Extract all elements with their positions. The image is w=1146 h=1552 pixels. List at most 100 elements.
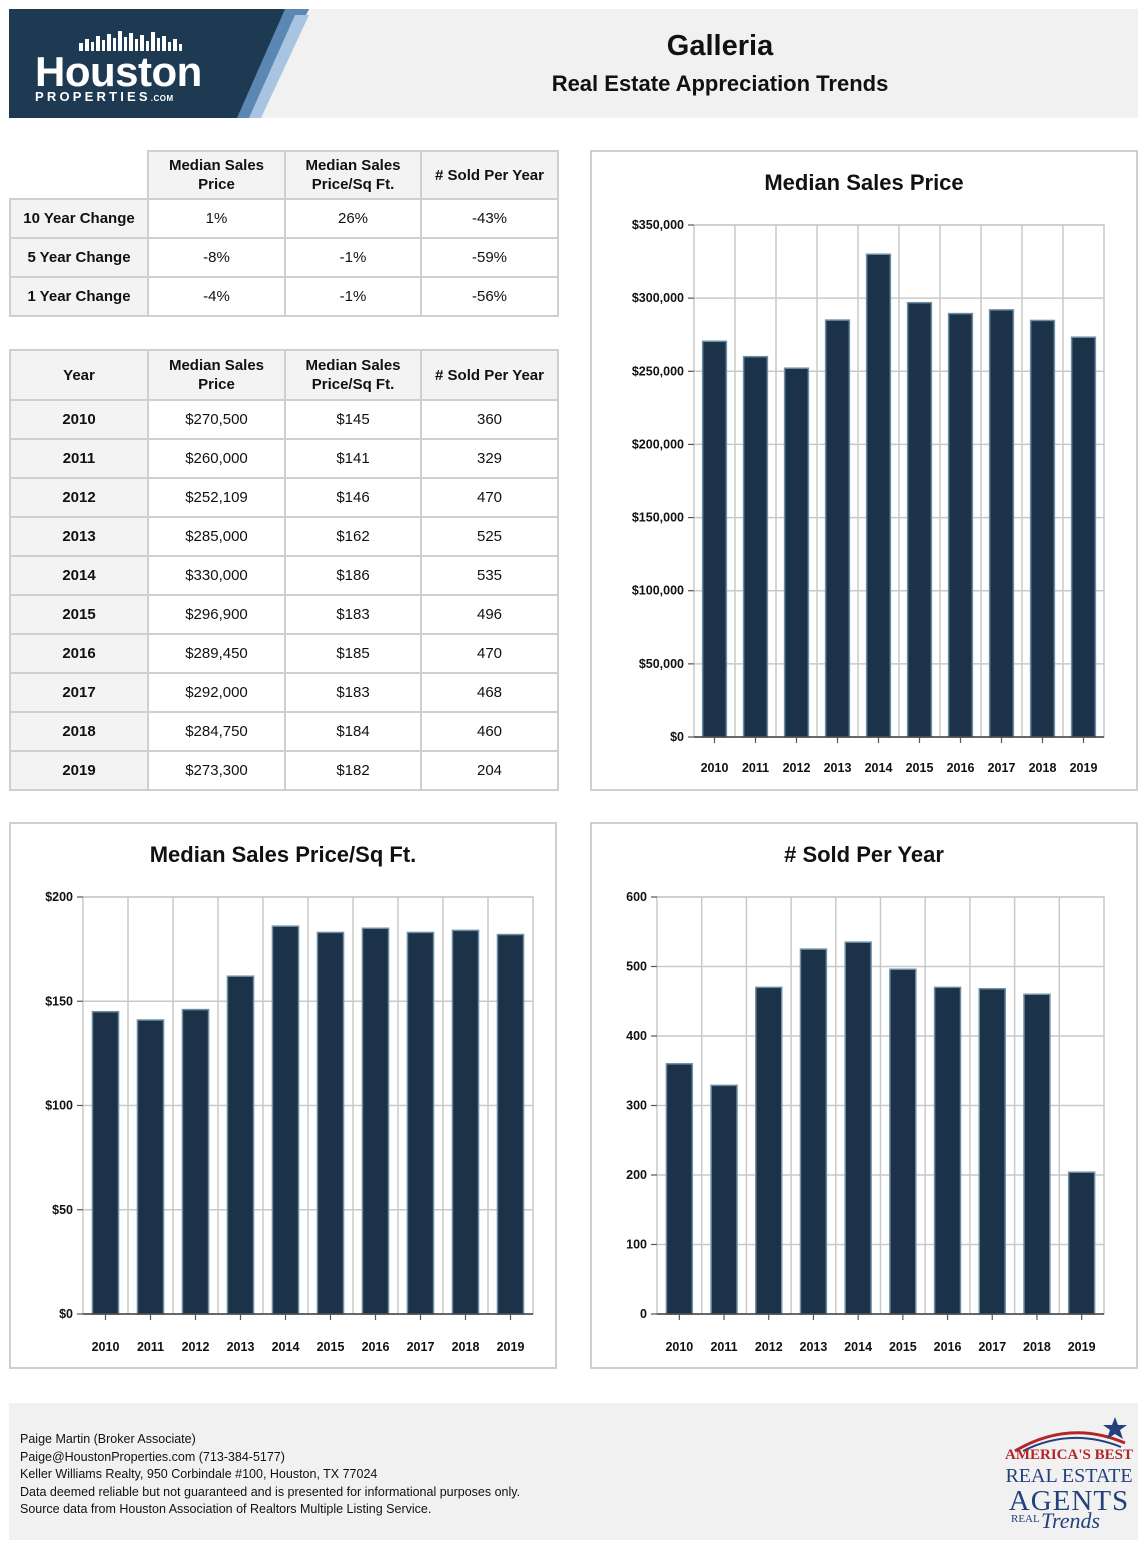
table-row: 2019 $273,300 $182 204 <box>9 750 559 791</box>
y-tick-label: $50 <box>52 1203 73 1217</box>
table-cell: -43% <box>420 198 559 239</box>
x-tick-label: 2019 <box>1070 761 1098 775</box>
table-row: 2017 $292,000 $183 468 <box>9 672 559 713</box>
y-tick-label: $100,000 <box>632 584 684 598</box>
badge-line: Trends <box>1041 1508 1101 1533</box>
bar <box>710 1084 738 1315</box>
x-tick-label: 2014 <box>272 1340 300 1354</box>
change-table-header-row: Median Sales Price Median Sales Price/Sq… <box>9 150 559 200</box>
row-label: 5 Year Change <box>9 237 149 278</box>
x-tick-label: 2018 <box>452 1340 480 1354</box>
row-label: 10 Year Change <box>9 198 149 239</box>
column-header: Median Sales Price/Sq Ft. <box>284 349 422 401</box>
bar <box>889 968 917 1315</box>
logo: Houston PROPERTIES.COM <box>9 9 309 118</box>
y-tick-label: $300,000 <box>632 291 684 305</box>
bar <box>1067 1171 1096 1315</box>
star-arc-icon <box>1014 1417 1127 1453</box>
bar <box>406 931 435 1315</box>
bar <box>451 929 480 1315</box>
x-tick-label: 2011 <box>137 1340 164 1354</box>
table-row: 5 Year Change -8% -1% -59% <box>9 237 559 278</box>
chart-panel-price-per-sqft: Median Sales Price/Sq Ft. $0 $50 $100 $150 $… <box>9 822 557 1369</box>
row-label: 1 Year Change <box>9 276 149 317</box>
skyline-icon <box>79 31 182 51</box>
bar <box>1029 319 1056 738</box>
table-row: 10 Year Change 1% 26% -43% <box>9 198 559 239</box>
footer-line: Source data from Houston Association of … <box>20 1502 432 1516</box>
table-row: 2018 $284,750 $184 460 <box>9 711 559 752</box>
table-row: 1 Year Change -4% -1% -56% <box>9 276 559 317</box>
table-cell: 535 <box>420 555 559 596</box>
table-cell: $185 <box>284 633 422 674</box>
x-tick-label: 2011 <box>742 761 769 775</box>
chart-title: # Sold Per Year <box>784 842 944 867</box>
bar <box>91 1010 120 1315</box>
column-header: # Sold Per Year <box>420 349 559 401</box>
x-tick-label: 2013 <box>227 1340 255 1354</box>
row-label: 2013 <box>9 516 149 557</box>
chart-title: Median Sales Price <box>764 170 964 195</box>
y-tick-label: 300 <box>626 1099 647 1113</box>
row-label: 2016 <box>9 633 149 674</box>
column-header: Median Sales Price <box>147 349 286 401</box>
table-cell: $145 <box>284 399 422 440</box>
x-tick-label: 2017 <box>988 761 1016 775</box>
row-label: 2018 <box>9 711 149 752</box>
x-tick-label: 2016 <box>934 1340 962 1354</box>
x-tick-label: 2012 <box>182 1340 210 1354</box>
chart-panel-sold-per-year: # Sold Per Year 0 100 200 300 400 500 600 2010 2… <box>590 822 1138 1369</box>
bar <box>799 948 828 1315</box>
y-tick-label: 100 <box>626 1238 647 1252</box>
table-cell: -1% <box>284 237 422 278</box>
y-tick-label: $50,000 <box>639 657 684 671</box>
table-cell: 26% <box>284 198 422 239</box>
logo-graphic <box>9 9 309 118</box>
y-tick-label: 0 <box>640 1307 647 1321</box>
bar <box>844 941 872 1315</box>
x-tick-label: 2017 <box>407 1340 435 1354</box>
sold-per-year-chart: 0 100 200 300 400 500 600 2010 2011 2012 2013 2014 2… <box>626 890 1105 1354</box>
change-table: Median Sales Price Median Sales Price/Sq… <box>9 150 559 317</box>
table-cell: $285,000 <box>147 516 286 557</box>
footer-line: Paige@HoustonProperties.com (713-384-517… <box>20 1449 285 1464</box>
table-cell: $292,000 <box>147 672 286 713</box>
page-title: Galleria <box>666 30 774 62</box>
x-tick-label: 2011 <box>710 1340 737 1354</box>
row-label: 2017 <box>9 672 149 713</box>
table-cell: $330,000 <box>147 555 286 596</box>
bar <box>701 340 728 738</box>
column-header: Year <box>9 349 149 401</box>
row-label: 2010 <box>9 399 149 440</box>
table-cell: -4% <box>147 276 286 317</box>
y-tick-label: $150 <box>45 994 73 1008</box>
y-tick-label: 500 <box>626 960 647 974</box>
x-tick-label: 2015 <box>317 1340 345 1354</box>
bar <box>947 312 974 738</box>
table-row: 2011 $260,000 $141 329 <box>9 438 559 479</box>
year-table-body: 2010 $270,500 $145 360 2011 $260,000 $141 329 20… <box>9 399 559 791</box>
x-tick-label: 2015 <box>889 1340 917 1354</box>
bar <box>136 1019 165 1315</box>
table-cell: $284,750 <box>147 711 286 752</box>
row-label: 2015 <box>9 594 149 635</box>
table-cell: $184 <box>284 711 422 752</box>
table-cell: -8% <box>147 237 286 278</box>
badge-line: REAL <box>1011 1513 1040 1525</box>
table-cell: -56% <box>420 276 559 317</box>
x-tick-label: 2018 <box>1023 1340 1051 1354</box>
x-tick-label: 2019 <box>1068 1340 1096 1354</box>
table-cell: $289,450 <box>147 633 286 674</box>
table-cell: 470 <box>420 633 559 674</box>
bar <box>978 987 1006 1315</box>
table-row: 2016 $289,450 $185 470 <box>9 633 559 674</box>
footer: Paige Martin (Broker Associate) Paige@Ho… <box>9 1403 1138 1540</box>
table-cell: $270,500 <box>147 399 286 440</box>
y-tick-label: $0 <box>59 1307 73 1321</box>
x-tick-label: 2013 <box>800 1340 828 1354</box>
column-header: Median Sales Price/Sq Ft. <box>284 150 422 200</box>
y-tick-label: $200 <box>45 890 73 904</box>
bar <box>361 927 390 1315</box>
bar <box>988 309 1015 738</box>
table-cell: $252,109 <box>147 477 286 518</box>
